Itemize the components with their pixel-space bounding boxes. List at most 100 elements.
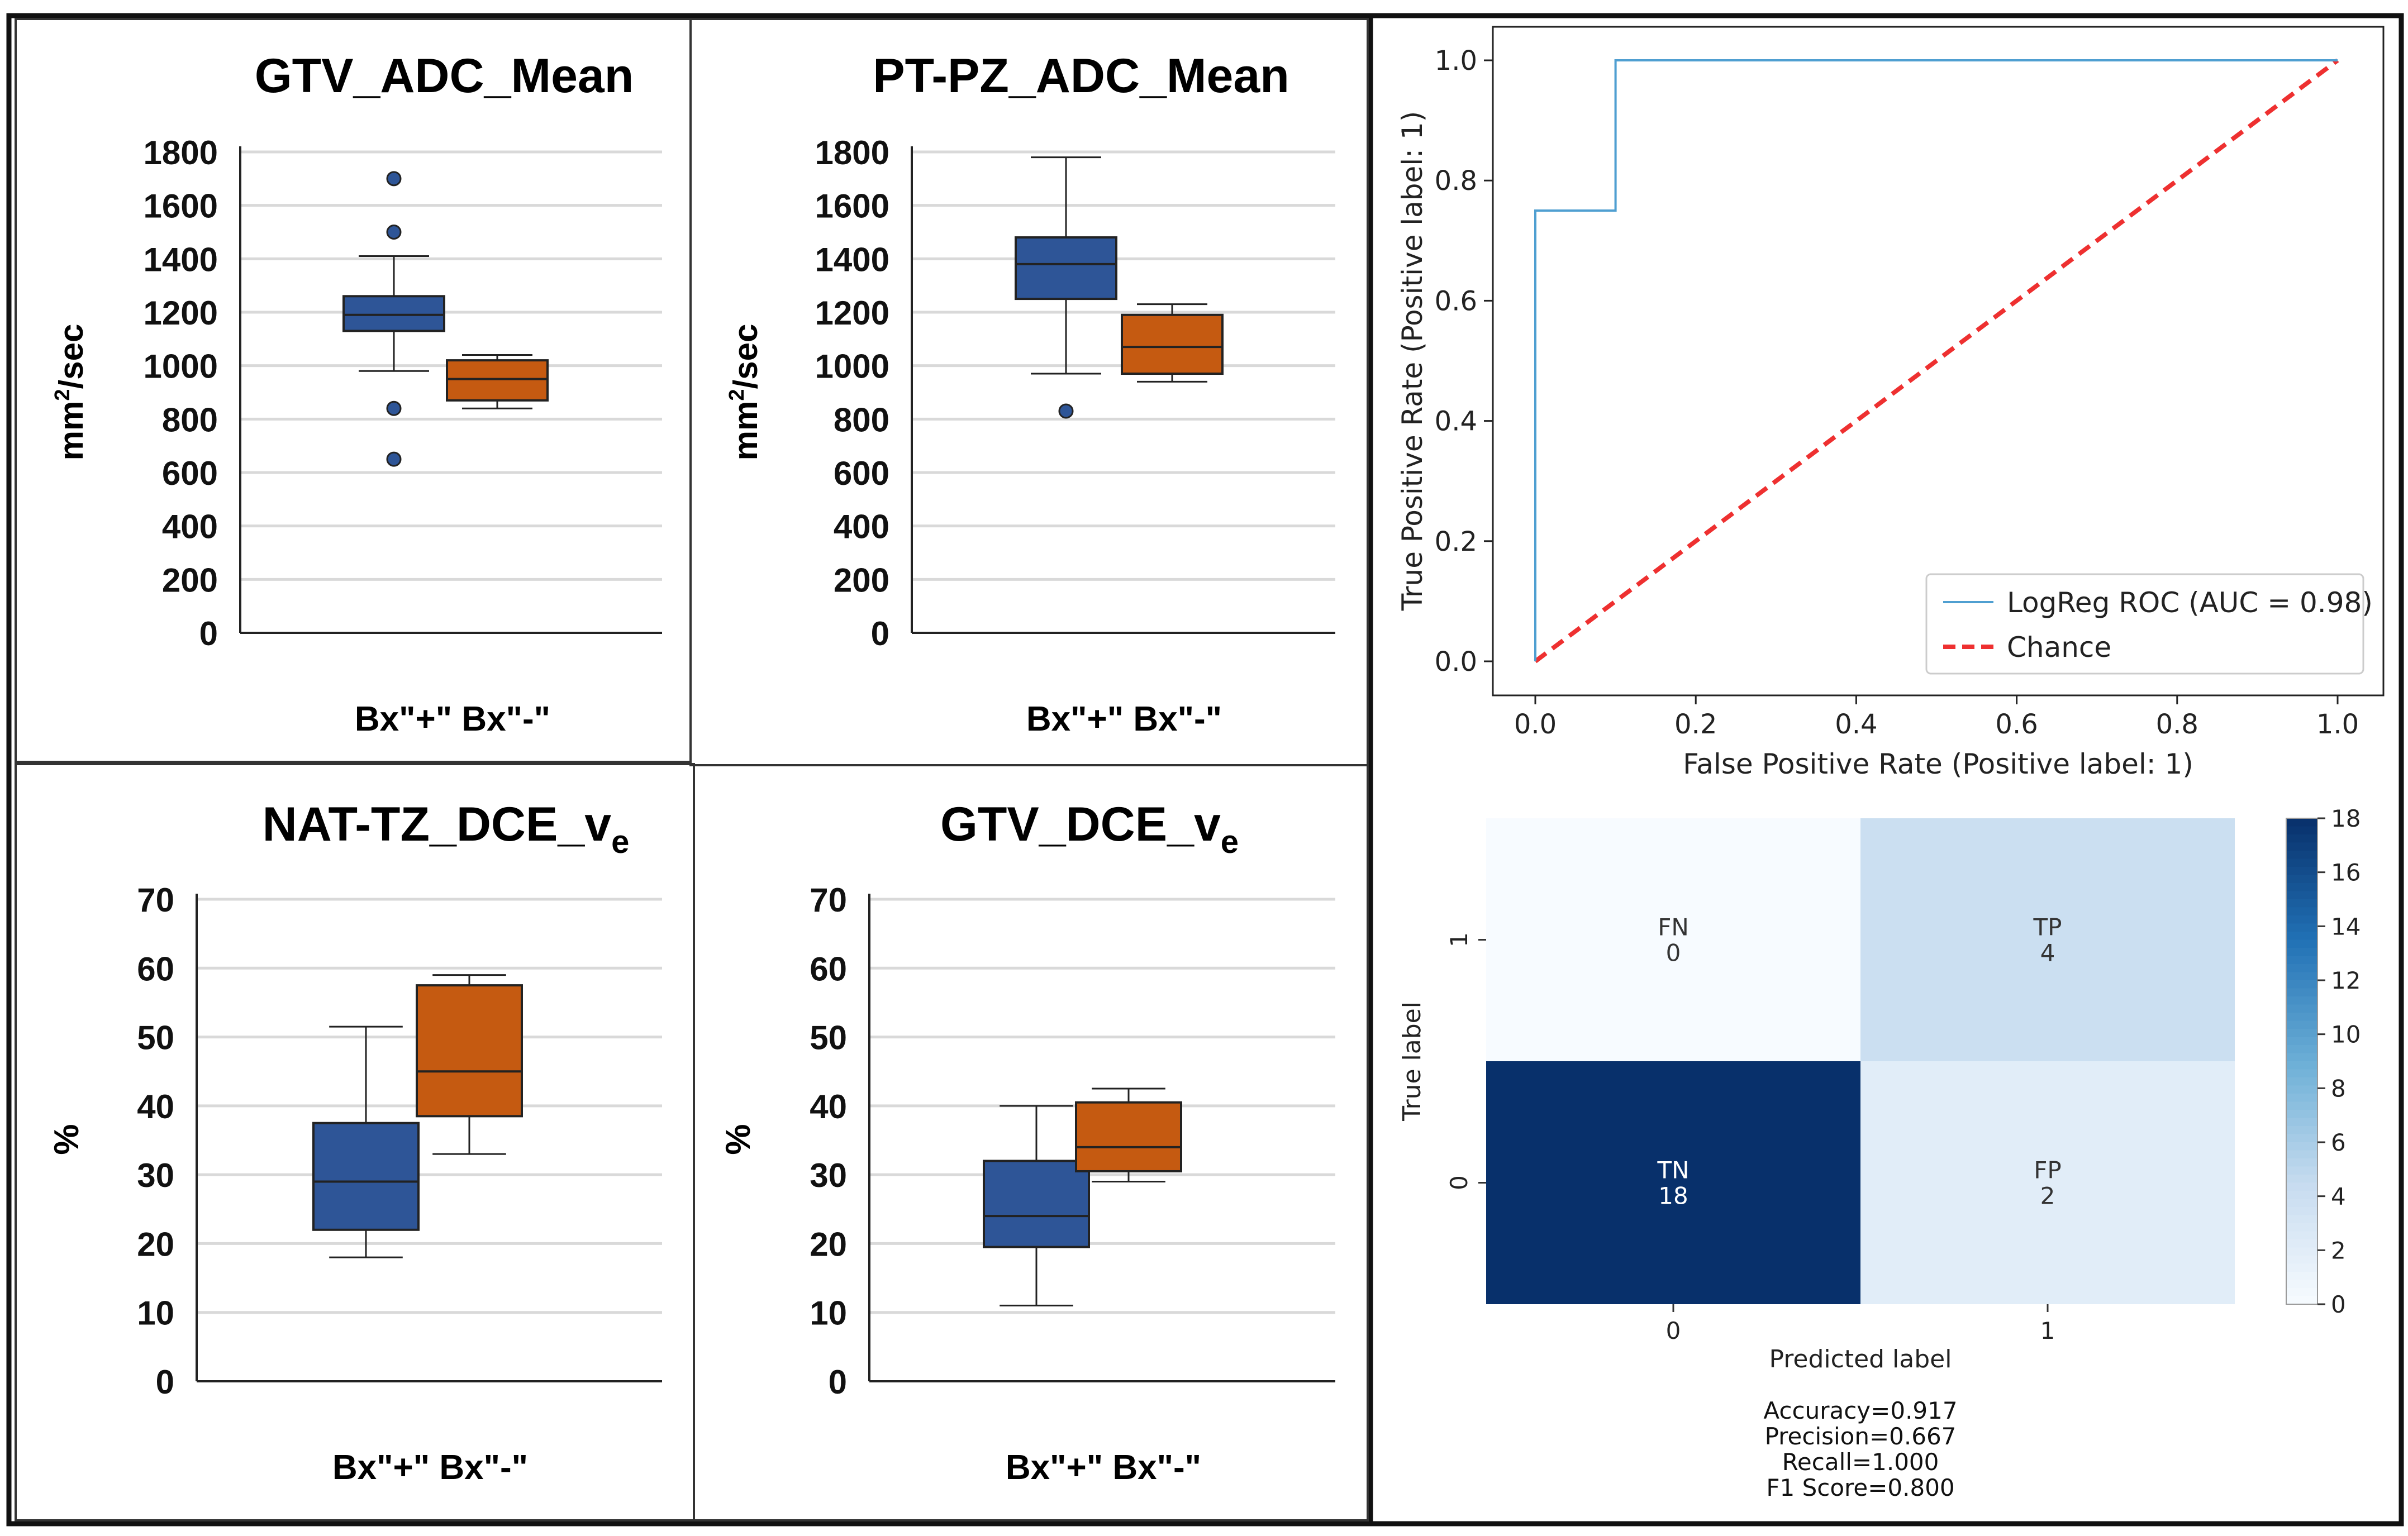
y-tick-label: 1000 (144, 348, 218, 385)
colorbar-segment (2286, 1223, 2317, 1232)
colorbar-segment (2286, 842, 2317, 851)
roc-x-tick-label: 1.0 (2316, 709, 2359, 740)
colorbar-segment (2286, 883, 2317, 892)
y-tick-label: 40 (137, 1088, 174, 1125)
colorbar-segment (2286, 1029, 2317, 1038)
cm-cell-label: TN (1657, 1157, 1689, 1184)
colorbar-segment (2286, 1142, 2317, 1151)
colorbar-segment (2286, 907, 2317, 916)
y-tick-label: 1400 (144, 241, 218, 278)
colorbar-segment (2286, 1256, 2317, 1265)
colorbar-segment (2286, 1004, 2317, 1013)
colorbar-segment (2286, 1101, 2317, 1110)
colorbar-segment (2286, 1126, 2317, 1135)
colorbar-segment (2286, 939, 2317, 948)
ylabel-base: % (47, 1124, 86, 1155)
cm-ylabel: True label (1398, 1001, 1426, 1122)
y-tick-label: 20 (810, 1225, 847, 1263)
cm-tick-labels: 0 1 1 0 (1445, 932, 2055, 1344)
roc-y-tick-label: 1.0 (1435, 45, 1477, 77)
roc-curve (1534, 59, 2338, 661)
y-tick-label: 10 (810, 1295, 847, 1332)
boxplot-xlabel: Bx"+" Bx"-" (355, 700, 550, 738)
roc-legend-roc-label: LogReg ROC (AUC = 0.98) (2007, 586, 2373, 619)
colorbar-tick-label: 6 (2331, 1129, 2346, 1156)
y-tick-label: 20 (137, 1225, 174, 1263)
cm-cell (1860, 1061, 2235, 1304)
roc-x-tick-label: 0.8 (2156, 709, 2198, 740)
colorbar-segment (2286, 1280, 2317, 1289)
colorbar-segment (2286, 899, 2317, 908)
colorbar-segment (2286, 1231, 2317, 1240)
y-tick-label: 50 (137, 1019, 174, 1057)
roc-lines (1534, 58, 2339, 664)
cm-cell-value: 18 (1658, 1182, 1688, 1210)
boxplot-panel-3: NAT-TZ_DCE_ve 0 10 20 30 40 50 60 70 % Bx"+" Bx… (47, 798, 662, 1487)
cm-x-tick-label: 1 (2040, 1317, 2055, 1344)
cm-cell-label: FN (1658, 914, 1689, 941)
y-tick-label: 400 (162, 508, 218, 546)
colorbar-segment (2286, 1199, 2317, 1208)
outlier-point (386, 451, 402, 467)
roc-y-tick-label: 0.6 (1435, 285, 1477, 317)
colorbar-segment (2286, 1061, 2317, 1070)
colorbar-tick-label: 12 (2331, 967, 2361, 994)
y-tick-label: 0 (199, 615, 218, 652)
roc-ticks: 0.0 0.2 0.4 0.6 0.8 1.0 0.0 0.2 0.4 0.6 0.8 1.0 (1435, 45, 2359, 740)
cm-cell-value: 4 (2040, 939, 2055, 967)
colorbar-segment (2286, 956, 2317, 965)
boxplot-title-main: GTV_ADC_Mean (255, 49, 634, 103)
colorbar-segment (2286, 875, 2317, 884)
boxplot-title: GTV_ADC_Mean (255, 49, 634, 103)
y-tick-label: 400 (834, 508, 889, 546)
colorbar-segment (2286, 1182, 2317, 1191)
box-iqr (446, 359, 549, 402)
colorbar-tick-label: 0 (2331, 1291, 2346, 1318)
colorbar-tick-label: 14 (2331, 913, 2361, 940)
roc-x-tick-label: 0.6 (1995, 709, 2038, 740)
y-tick-label: 1200 (144, 294, 218, 332)
cm-xlabel: Predicted label (1769, 1345, 1952, 1373)
box-iqr (1075, 1101, 1182, 1172)
y-tick-label: 1600 (144, 188, 218, 225)
ylabel-base: mm (727, 401, 764, 461)
outlier-point (386, 171, 402, 187)
boxplot-ylabel: mm2/sec (51, 324, 90, 461)
colorbar-tick-label: 4 (2331, 1183, 2346, 1210)
colorbar-segment (2286, 1150, 2317, 1159)
cm-cell (1486, 1061, 1860, 1304)
cm-metric-line: Recall=1.000 (1782, 1448, 1939, 1476)
y-tick-label: 60 (810, 950, 847, 988)
roc-x-tick-label: 0.4 (1835, 709, 1877, 740)
cm-metric-line: Accuracy=0.917 (1763, 1397, 1957, 1424)
y-tick-label: 50 (810, 1019, 847, 1057)
colorbar-segment (2286, 1037, 2317, 1046)
roc-ylabel: True Positive Rate (Positive label: 1) (1396, 111, 1429, 611)
colorbar-segment (2286, 932, 2317, 941)
outlier-point (1058, 403, 1074, 419)
colorbar-segment (2286, 1296, 2317, 1305)
y-tick-label: 30 (137, 1157, 174, 1194)
roc-y-tick-label: 0.4 (1435, 406, 1477, 437)
colorbar-frame (2286, 818, 2318, 1305)
colorbar-segment (2286, 867, 2317, 876)
colorbar-segment (2286, 858, 2317, 867)
colorbar-segment (2286, 964, 2317, 973)
ylabel-sup: 2 (725, 389, 749, 400)
y-tick-label: 0 (871, 615, 889, 652)
ylabel-rest: /sec (727, 324, 764, 389)
cm-metric-line: Precision=0.667 (1765, 1423, 1957, 1450)
y-tick-label: 70 (137, 881, 174, 919)
panel-borders (6, 13, 2404, 1527)
box-iqr (983, 1160, 1090, 1248)
y-tick-label: 800 (162, 401, 218, 438)
colorbar-segment (2286, 1045, 2317, 1054)
y-tick-label: 1800 (815, 134, 889, 171)
colorbar-segment (2286, 1272, 2317, 1281)
y-tick-label: 600 (834, 455, 889, 492)
colorbar-segment (2286, 851, 2317, 860)
y-tick-label: 0 (829, 1363, 847, 1401)
box-iqr (1015, 236, 1117, 300)
colorbar-segment (2286, 1207, 2317, 1216)
